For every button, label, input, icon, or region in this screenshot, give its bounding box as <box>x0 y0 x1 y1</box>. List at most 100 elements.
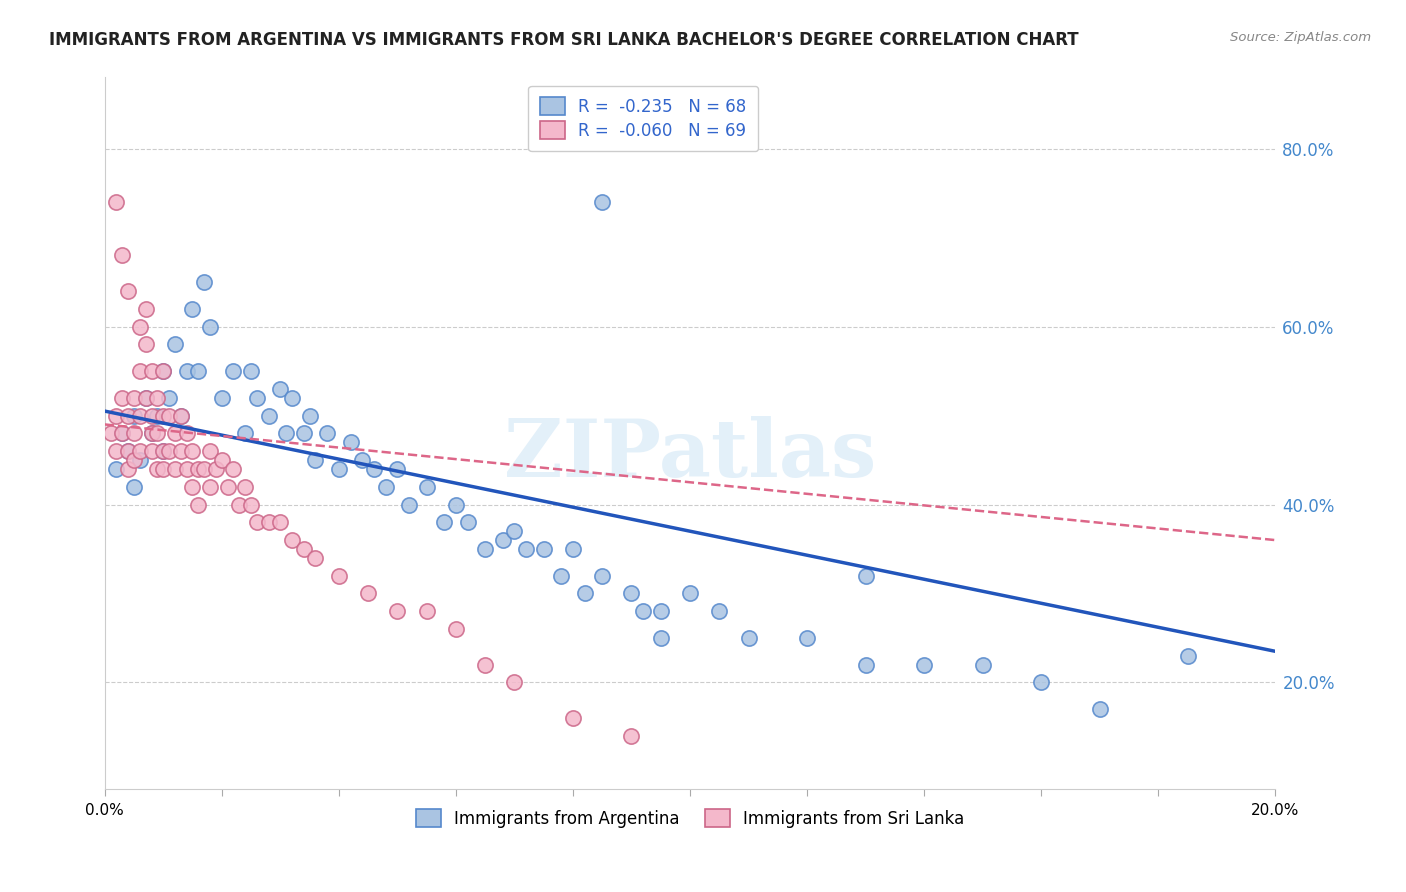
Point <box>128 319 150 334</box>
Point <box>111 248 134 262</box>
Point <box>141 426 163 441</box>
Point <box>217 480 239 494</box>
Point <box>187 498 209 512</box>
Point <box>339 435 361 450</box>
Point <box>304 550 326 565</box>
Point <box>363 462 385 476</box>
Point <box>157 444 180 458</box>
Point <box>415 604 437 618</box>
Point <box>316 426 339 441</box>
Point <box>679 586 702 600</box>
Point <box>128 453 150 467</box>
Point <box>117 444 139 458</box>
Point <box>240 364 263 378</box>
Point <box>198 319 221 334</box>
Point <box>912 657 935 672</box>
Point <box>281 533 304 547</box>
Point <box>503 524 526 539</box>
Point <box>561 541 583 556</box>
Point <box>387 462 409 476</box>
Point <box>187 462 209 476</box>
Point <box>474 657 496 672</box>
Point <box>170 409 193 423</box>
Point <box>181 301 204 316</box>
Point <box>737 631 759 645</box>
Point <box>233 426 256 441</box>
Point <box>328 462 350 476</box>
Point <box>117 462 139 476</box>
Point <box>222 364 245 378</box>
Point <box>105 444 128 458</box>
Point <box>176 426 198 441</box>
Point <box>444 498 467 512</box>
Point <box>100 426 122 441</box>
Point <box>111 426 134 441</box>
Point <box>281 391 304 405</box>
Point <box>550 568 572 582</box>
Point <box>709 604 731 618</box>
Point <box>1088 702 1111 716</box>
Point <box>222 462 245 476</box>
Point <box>135 337 157 351</box>
Point <box>855 568 877 582</box>
Point <box>135 391 157 405</box>
Point <box>146 426 169 441</box>
Point <box>181 444 204 458</box>
Point <box>591 194 613 209</box>
Point <box>105 462 128 476</box>
Point <box>257 409 280 423</box>
Point <box>457 516 479 530</box>
Point <box>152 364 174 378</box>
Point <box>146 391 169 405</box>
Point <box>135 301 157 316</box>
Point <box>146 462 169 476</box>
Point <box>211 391 233 405</box>
Point <box>122 426 145 441</box>
Point <box>357 586 380 600</box>
Point <box>122 453 145 467</box>
Point <box>269 516 291 530</box>
Point <box>211 453 233 467</box>
Point <box>141 409 163 423</box>
Text: IMMIGRANTS FROM ARGENTINA VS IMMIGRANTS FROM SRI LANKA BACHELOR'S DEGREE CORRELA: IMMIGRANTS FROM ARGENTINA VS IMMIGRANTS … <box>49 31 1078 49</box>
Point <box>474 541 496 556</box>
Point <box>128 444 150 458</box>
Text: ZIPatlas: ZIPatlas <box>503 416 876 493</box>
Point <box>152 444 174 458</box>
Point <box>352 453 374 467</box>
Point <box>1031 675 1053 690</box>
Point <box>292 426 315 441</box>
Point <box>228 498 250 512</box>
Point <box>135 391 157 405</box>
Point <box>176 462 198 476</box>
Point <box>257 516 280 530</box>
Point <box>233 480 256 494</box>
Point <box>387 604 409 618</box>
Point <box>591 568 613 582</box>
Legend: Immigrants from Argentina, Immigrants from Sri Lanka: Immigrants from Argentina, Immigrants fr… <box>409 803 972 834</box>
Point <box>170 444 193 458</box>
Point <box>122 409 145 423</box>
Point <box>152 364 174 378</box>
Point <box>503 675 526 690</box>
Point <box>157 391 180 405</box>
Point <box>163 462 186 476</box>
Point <box>574 586 596 600</box>
Point <box>128 409 150 423</box>
Point <box>163 426 186 441</box>
Point <box>105 194 128 209</box>
Point <box>152 409 174 423</box>
Point <box>650 604 672 618</box>
Point <box>111 391 134 405</box>
Point <box>163 337 186 351</box>
Point <box>117 409 139 423</box>
Point <box>117 284 139 298</box>
Point <box>105 409 128 423</box>
Point <box>796 631 818 645</box>
Point <box>246 516 269 530</box>
Point <box>433 516 456 530</box>
Point <box>111 426 134 441</box>
Point <box>298 409 321 423</box>
Point <box>492 533 515 547</box>
Point <box>141 364 163 378</box>
